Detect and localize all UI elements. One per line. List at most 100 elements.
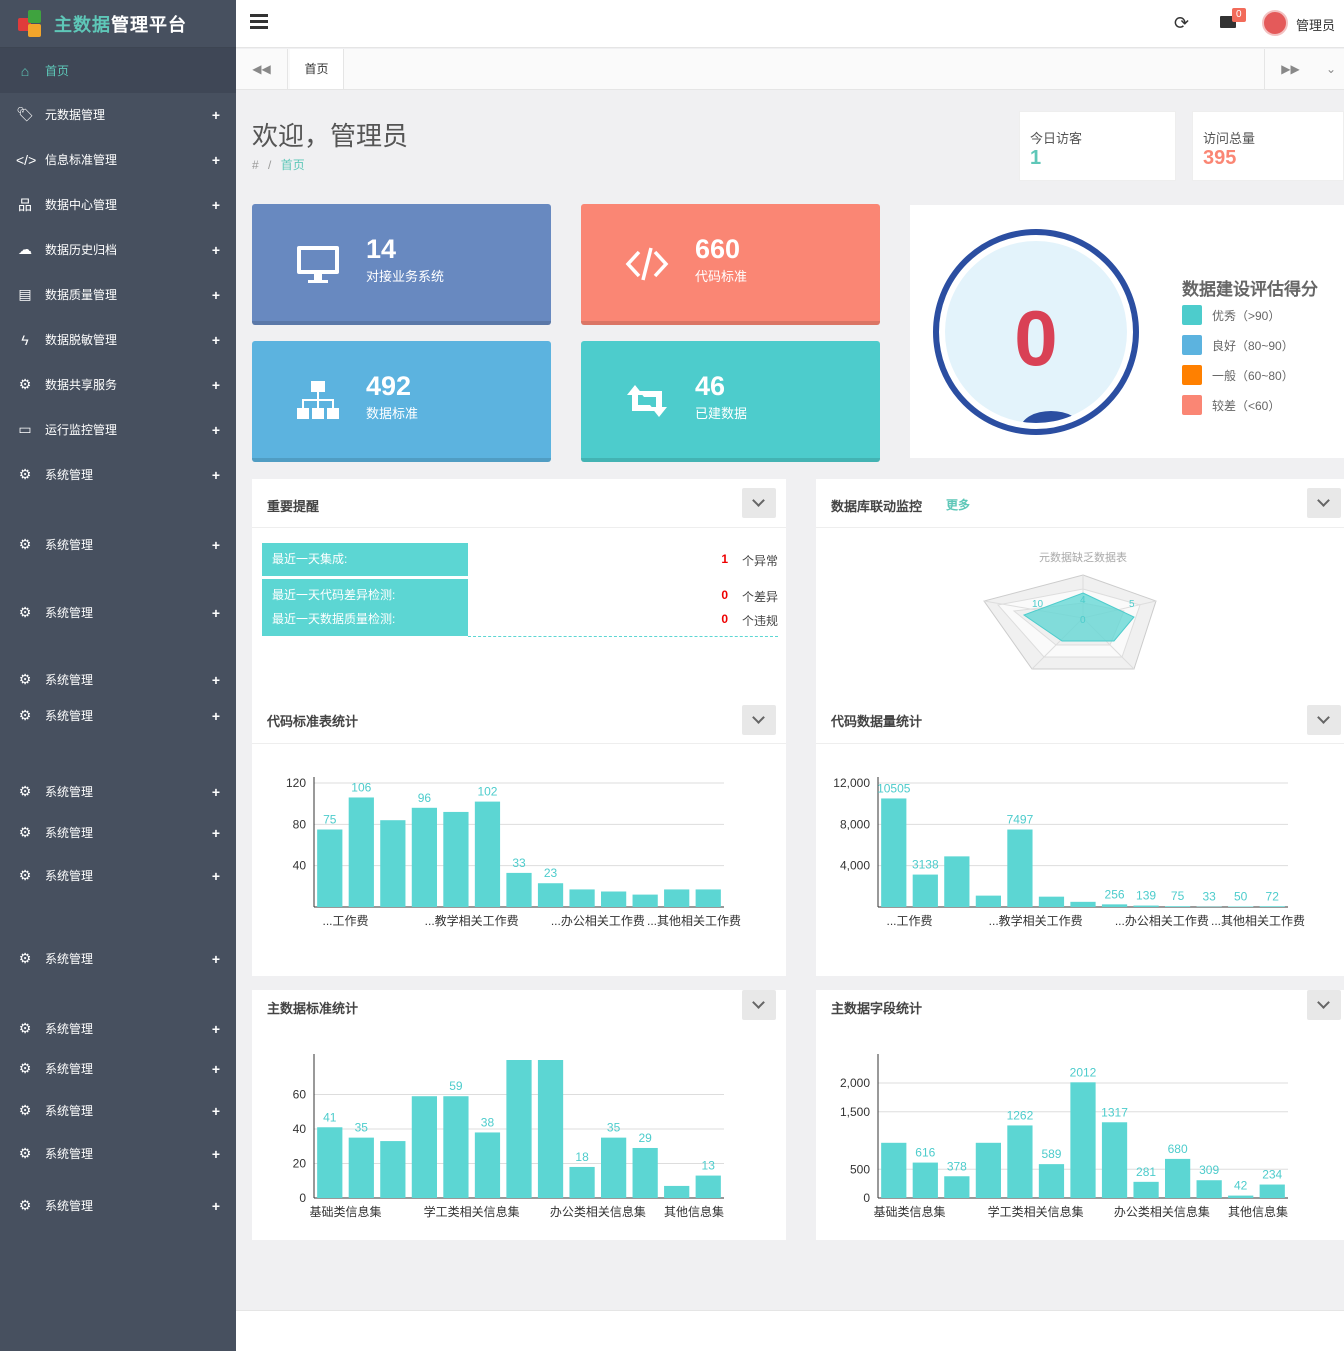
bar[interactable] bbox=[912, 874, 938, 907]
sidebar-item[interactable]: ▭ 运行监控管理 + bbox=[0, 407, 236, 452]
sidebar-item[interactable]: ▤ 数据质量管理 + bbox=[0, 272, 236, 317]
tile-business-systems[interactable]: 14 对接业务系统 bbox=[252, 204, 551, 325]
sidebar-item[interactable]: ☁ 数据历史归档 + bbox=[0, 227, 236, 272]
more-link[interactable]: 更多 bbox=[946, 498, 971, 512]
expand-plus-icon[interactable]: + bbox=[211, 867, 220, 884]
bar[interactable] bbox=[1101, 904, 1128, 907]
expand-plus-icon[interactable]: + bbox=[211, 376, 220, 393]
bar[interactable] bbox=[537, 883, 564, 907]
breadcrumb-root[interactable]: # bbox=[252, 158, 259, 172]
user-name[interactable]: 管理员 bbox=[1296, 18, 1336, 33]
tile-code-standards[interactable]: 660 代码标准 bbox=[581, 204, 880, 325]
bar[interactable] bbox=[1101, 1122, 1128, 1198]
tile-data-standards[interactable]: 492 数据标准 bbox=[252, 341, 551, 462]
refresh-icon[interactable]: ⟳ bbox=[1174, 13, 1190, 33]
bar[interactable] bbox=[601, 1137, 627, 1198]
bar[interactable] bbox=[1165, 1158, 1191, 1198]
bar[interactable] bbox=[695, 889, 721, 907]
bar[interactable] bbox=[1165, 906, 1191, 907]
bar[interactable] bbox=[569, 1166, 595, 1198]
bar[interactable] bbox=[1228, 1195, 1254, 1198]
tab-menu-chevron-icon[interactable]: ⌄ bbox=[1325, 62, 1337, 76]
sidebar-item[interactable]: ⚙ 系统管理 + bbox=[0, 1006, 236, 1051]
bar[interactable] bbox=[975, 1142, 1001, 1198]
sidebar-item[interactable]: ⚙ 系统管理 + bbox=[0, 590, 236, 635]
sidebar-item-home[interactable]: ⌂ 首页 bbox=[0, 48, 236, 93]
bar[interactable] bbox=[348, 797, 374, 907]
sidebar-item[interactable]: ⚙ 系统管理 + bbox=[0, 1088, 236, 1133]
sidebar-item[interactable]: ⚙ 系统管理 + bbox=[0, 522, 236, 567]
bar[interactable] bbox=[1070, 1082, 1096, 1198]
collapse-chevron-icon[interactable] bbox=[742, 990, 776, 1020]
expand-plus-icon[interactable]: + bbox=[211, 1020, 220, 1037]
bar[interactable] bbox=[537, 1060, 564, 1198]
expand-plus-icon[interactable]: + bbox=[211, 286, 220, 303]
tab-home[interactable]: 首页 bbox=[290, 49, 344, 89]
sidebar-item[interactable]: ⚙ 系统管理 + bbox=[0, 936, 236, 981]
bar[interactable] bbox=[506, 1060, 532, 1198]
avatar[interactable] bbox=[1262, 10, 1288, 36]
sidebar-item[interactable]: ⚙ 系统管理 + bbox=[0, 853, 236, 898]
bar[interactable] bbox=[1038, 896, 1065, 907]
sidebar-item[interactable]: ⚙ 系统管理 + bbox=[0, 657, 236, 702]
bar[interactable] bbox=[506, 872, 532, 907]
bar[interactable] bbox=[474, 801, 501, 907]
bar[interactable] bbox=[317, 1127, 343, 1198]
menu-toggle-icon[interactable] bbox=[250, 14, 268, 30]
expand-plus-icon[interactable]: + bbox=[211, 241, 220, 258]
tile-built-data[interactable]: 46 已建数据 bbox=[581, 341, 880, 462]
bar[interactable] bbox=[1133, 905, 1159, 907]
sidebar-item[interactable]: </> 信息标准管理 + bbox=[0, 137, 236, 182]
bar[interactable] bbox=[348, 1137, 374, 1198]
bar[interactable] bbox=[975, 895, 1001, 907]
bar[interactable] bbox=[380, 1141, 406, 1198]
bar[interactable] bbox=[411, 1096, 437, 1198]
expand-plus-icon[interactable]: + bbox=[211, 1197, 220, 1214]
expand-plus-icon[interactable]: + bbox=[211, 331, 220, 348]
bar[interactable] bbox=[569, 889, 595, 907]
expand-plus-icon[interactable]: + bbox=[211, 604, 220, 621]
collapse-chevron-icon[interactable] bbox=[742, 488, 776, 518]
collapse-chevron-icon[interactable] bbox=[1307, 705, 1341, 735]
expand-plus-icon[interactable]: + bbox=[211, 151, 220, 168]
bar[interactable] bbox=[664, 1185, 690, 1198]
sidebar-item[interactable]: ⚙ 系统管理 + bbox=[0, 452, 236, 497]
bar[interactable] bbox=[317, 829, 343, 908]
expand-plus-icon[interactable]: + bbox=[211, 466, 220, 483]
bar[interactable] bbox=[1133, 1181, 1159, 1198]
bar[interactable] bbox=[695, 1175, 721, 1198]
expand-plus-icon[interactable]: + bbox=[211, 536, 220, 553]
bar[interactable] bbox=[912, 1162, 938, 1198]
bar[interactable] bbox=[443, 1096, 469, 1198]
sidebar-item[interactable]: ⚙ 数据共享服务 + bbox=[0, 362, 236, 407]
bar[interactable] bbox=[1259, 1184, 1285, 1198]
expand-plus-icon[interactable]: + bbox=[211, 1102, 220, 1119]
sidebar-item[interactable]: ⚙ 系统管理 + bbox=[0, 1183, 236, 1228]
expand-plus-icon[interactable]: + bbox=[211, 1060, 220, 1077]
sidebar-item[interactable]: ⚙ 系统管理 + bbox=[0, 693, 236, 738]
expand-plus-icon[interactable]: + bbox=[211, 783, 220, 800]
sidebar-item[interactable]: ⚙ 系统管理 + bbox=[0, 1131, 236, 1176]
sidebar-item[interactable]: ⚙ 系统管理 + bbox=[0, 810, 236, 855]
bar[interactable] bbox=[380, 820, 406, 907]
expand-plus-icon[interactable]: + bbox=[211, 1145, 220, 1162]
collapse-chevron-icon[interactable] bbox=[1307, 990, 1341, 1020]
sidebar-item[interactable]: ⚙ 系统管理 + bbox=[0, 769, 236, 814]
bar[interactable] bbox=[1228, 906, 1254, 907]
bar[interactable] bbox=[1007, 829, 1033, 907]
bar[interactable] bbox=[1038, 1164, 1065, 1198]
bar[interactable] bbox=[632, 1147, 658, 1198]
bar[interactable] bbox=[881, 1142, 907, 1198]
expand-plus-icon[interactable]: + bbox=[211, 421, 220, 438]
bar[interactable] bbox=[411, 807, 437, 907]
bar[interactable] bbox=[1259, 906, 1285, 907]
tab-scroll-right-icon[interactable]: ▶▶ bbox=[1264, 49, 1316, 89]
bar[interactable] bbox=[443, 811, 469, 907]
tab-scroll-left-icon[interactable]: ◀◀ bbox=[236, 49, 288, 89]
bar[interactable] bbox=[1007, 1125, 1033, 1198]
expand-plus-icon[interactable]: + bbox=[211, 196, 220, 213]
bar[interactable] bbox=[1196, 1180, 1222, 1198]
bar[interactable] bbox=[1070, 901, 1096, 907]
expand-plus-icon[interactable]: + bbox=[211, 950, 220, 967]
expand-plus-icon[interactable]: + bbox=[211, 671, 220, 688]
